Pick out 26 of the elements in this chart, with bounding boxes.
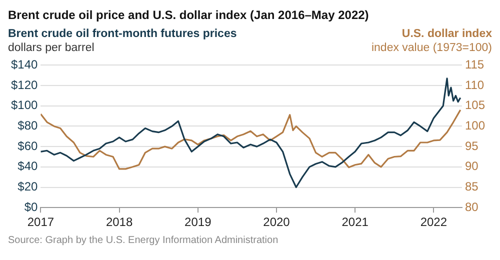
y2-axis-title: U.S. dollar index index value (1973=100) [371,27,492,55]
x-tick-label: 2020 [263,215,290,230]
y2-tick-label: 105 [464,98,486,112]
y-tick-label: $100 [10,98,38,112]
x-tick-label: 2017 [27,215,54,230]
y-axis-title: Brent crude oil front-month futures prices dollars per barrel [8,27,237,55]
y-tick-label: $20 [18,180,38,194]
x-tick-label: 2021 [342,215,369,230]
y-tick-label: $0 [24,200,38,214]
y2-tick-label: 110 [464,78,484,92]
y-tick-label: $80 [18,118,38,133]
y2-tick-label: 80 [464,200,479,214]
y-tick-label: $120 [10,78,38,92]
chart-title: Brent crude oil price and U.S. dollar index (Jan 2016–May 2022) [8,8,370,22]
y-tick-label: $40 [18,159,38,174]
y2-tick-label: 95 [464,138,479,153]
source-note: Source: Graph by the U.S. Energy Information Administration [8,235,280,246]
y-tick-label: $60 [18,138,38,153]
y-tick-label: $140 [10,58,38,72]
x-tick-label: 2022 [420,215,448,230]
y2-tick-label: 115 [464,58,484,72]
y2-tick-label: 85 [464,180,479,194]
y2-tick-label: 90 [464,159,479,174]
x-tick-label: 2018 [106,215,133,230]
x-tick-label: 2019 [184,215,212,230]
y2-tick-label: 100 [464,118,486,133]
